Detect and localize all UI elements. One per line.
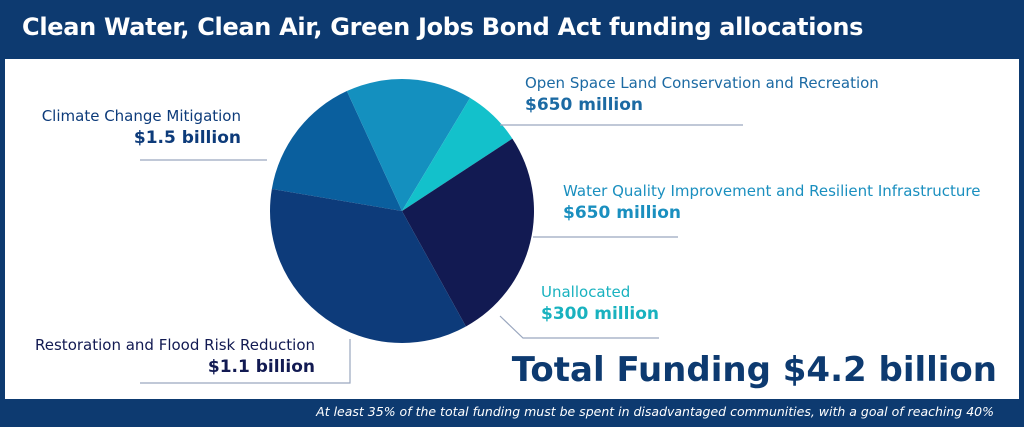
- title-bar: Clean Water, Clean Air, Green Jobs Bond …: [0, 0, 1024, 59]
- slice-name: Climate Change Mitigation: [41, 107, 241, 125]
- slice-label-water-quality: Water Quality Improvement and Resilient …: [563, 182, 981, 224]
- leader-restoration: [140, 339, 351, 384]
- slice-label-restoration: Restoration and Flood Risk Reduction $1.…: [35, 336, 315, 378]
- leader-unallocated: [499, 315, 659, 339]
- pie-slice-open-space: [271, 91, 402, 211]
- slice-value: $1.5 billion: [133, 128, 241, 149]
- slice-label-open-space: Open Space Land Conservation and Recreat…: [525, 74, 879, 116]
- footnote: At least 35% of the total funding must b…: [316, 404, 994, 419]
- slice-name: Unallocated: [541, 283, 631, 301]
- chart-panel: Open Space Land Conservation and Recreat…: [5, 59, 1019, 399]
- slice-value: $650 million: [563, 203, 682, 224]
- slice-name: Water Quality Improvement and Resilient …: [563, 182, 981, 200]
- slice-name: Open Space Land Conservation and Recreat…: [525, 74, 879, 92]
- footer-bar: At least 35% of the total funding must b…: [0, 399, 1024, 427]
- total-funding: Total Funding $4.2 billion: [511, 350, 997, 390]
- slice-value: $300 million: [541, 304, 660, 325]
- pie-slice-water-quality: [346, 78, 471, 211]
- pie-slice-climate: [270, 188, 466, 343]
- pie-slice-unallocated: [402, 97, 513, 211]
- slice-value: $650 million: [525, 95, 644, 116]
- slice-label-climate: Climate Change Mitigation $1.5 billion: [41, 107, 241, 149]
- slice-value: $1.1 billion: [207, 357, 315, 378]
- chart-title: Clean Water, Clean Air, Green Jobs Bond …: [22, 13, 864, 41]
- slice-label-unallocated: Unallocated $300 million: [541, 283, 660, 325]
- slice-name: Restoration and Flood Risk Reduction: [35, 336, 315, 354]
- pie-chart: [140, 78, 743, 384]
- pie-slice-restoration: [402, 138, 535, 327]
